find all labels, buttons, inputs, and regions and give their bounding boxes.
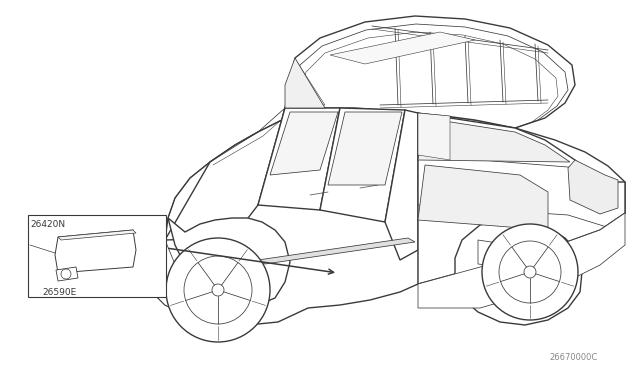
Text: 26670000C: 26670000C (550, 353, 598, 362)
Bar (28, 215, 166, 297)
Polygon shape (320, 108, 405, 222)
Circle shape (499, 241, 561, 303)
Polygon shape (56, 267, 78, 281)
Circle shape (61, 269, 71, 279)
Text: 26590E: 26590E (42, 288, 76, 297)
Polygon shape (568, 160, 618, 214)
Circle shape (166, 238, 270, 342)
Polygon shape (418, 118, 570, 162)
Polygon shape (270, 112, 338, 175)
Polygon shape (55, 230, 136, 273)
Polygon shape (168, 218, 290, 305)
Polygon shape (285, 58, 325, 108)
Polygon shape (385, 110, 418, 260)
Circle shape (482, 224, 578, 320)
Polygon shape (258, 238, 415, 264)
Polygon shape (150, 108, 625, 326)
Polygon shape (165, 108, 325, 240)
Polygon shape (150, 240, 198, 320)
Polygon shape (58, 230, 136, 240)
Polygon shape (330, 32, 475, 64)
Text: 26420N: 26420N (30, 220, 65, 229)
Circle shape (212, 284, 224, 296)
Polygon shape (418, 165, 548, 230)
Polygon shape (328, 112, 402, 185)
Polygon shape (478, 240, 530, 270)
Polygon shape (455, 220, 582, 325)
Polygon shape (418, 113, 625, 284)
Polygon shape (285, 16, 575, 128)
Circle shape (524, 266, 536, 278)
Polygon shape (258, 108, 340, 210)
Polygon shape (418, 113, 450, 160)
Polygon shape (418, 213, 625, 308)
Circle shape (184, 256, 252, 324)
